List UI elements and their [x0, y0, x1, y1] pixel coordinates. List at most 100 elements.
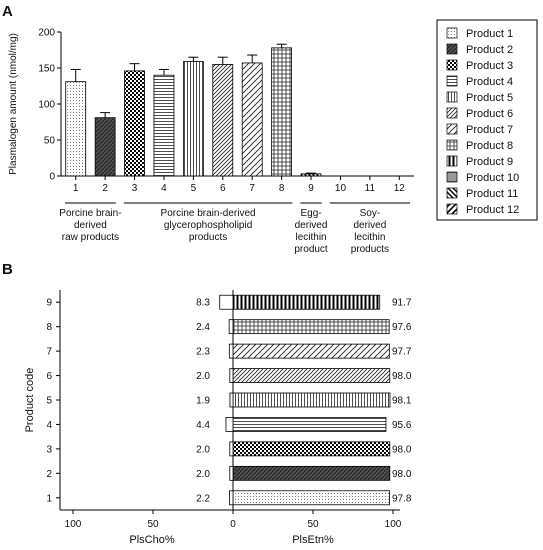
legend-swatch [446, 123, 458, 135]
bar-chart-b: 100 50 0 50 100 PlsCho% PlsEtn% Product code 1 97… [24, 290, 412, 546]
group-label: derived [295, 220, 328, 231]
legend-entry: Product 4 [466, 76, 513, 88]
legend-entry: Product 6 [466, 108, 513, 120]
bar-product-9 [300, 173, 322, 177]
y-tick-label: 50 [44, 136, 56, 147]
x-tick-label: 11 [365, 183, 376, 194]
y-tick-label: 200 [38, 28, 55, 39]
legend-swatch [446, 59, 458, 71]
legend-entry: Product 3 [466, 60, 513, 72]
plscho-bar-5 [229, 392, 234, 408]
y-tick-label: 0 [49, 172, 55, 183]
plscho-value-label: 8.3 [196, 298, 210, 309]
legend-swatch [446, 139, 458, 151]
group-label: lecithin [295, 232, 326, 243]
bar-product-4 [153, 74, 175, 177]
panel-b-label: B [2, 261, 13, 278]
y-tick-label: 2 [46, 469, 52, 480]
plscho-value-label: 1.9 [196, 396, 210, 407]
y-axis-title: Product code [24, 368, 36, 433]
plscho-bar-2 [229, 465, 234, 481]
plscho-bar-3 [229, 441, 234, 457]
bar-product-7 [241, 62, 263, 177]
x-tick-label: 10 [335, 183, 347, 194]
legend-entry: Product 11 [466, 188, 518, 200]
plsetn-bar-9 [232, 294, 381, 310]
plsetn-value-label: 91.7 [392, 298, 412, 309]
plsetn-value-label: 98.0 [392, 444, 412, 455]
group-label: Porcine brain- [59, 208, 121, 219]
x-tick-label: 0 [230, 519, 236, 530]
group-label: Egg- [300, 208, 321, 219]
y-tick-label: 8 [46, 322, 52, 333]
legend-swatch [446, 43, 458, 55]
bar-product-8 [271, 47, 293, 177]
bar-product-2 [94, 117, 116, 177]
plsetn-value-label: 97.6 [392, 322, 412, 333]
x-tick-label: 100 [385, 519, 402, 530]
plsetn-bar-7 [232, 343, 390, 359]
plscho-value-label: 2.3 [196, 347, 210, 358]
plscho-bar-1 [229, 490, 234, 506]
plsetn-bar-2 [232, 465, 391, 481]
plscho-bar-7 [228, 343, 234, 359]
x-tick-label: 100 [65, 519, 82, 530]
plscho-value-label: 4.4 [196, 420, 210, 431]
group-label: product [294, 244, 328, 255]
x-tick-label: 7 [249, 183, 255, 194]
y-axis-title: Plasmalogen amount (nmol/mg) [8, 33, 19, 175]
legend-entry: Product 8 [466, 140, 513, 152]
plscho-bar-9 [219, 294, 234, 310]
legend-swatch [446, 107, 458, 119]
plscho-bar-8 [228, 319, 234, 335]
plscho-bar-6 [229, 368, 234, 383]
plsetn-bar-4 [232, 417, 387, 432]
plscho-value-label: 2.2 [196, 493, 210, 504]
x-tick-label: 50 [307, 519, 319, 530]
x-tick-label: 8 [279, 183, 285, 194]
group-label: raw products [62, 232, 119, 243]
bar-product-3 [124, 70, 145, 177]
plsetn-value-label: 95.6 [392, 420, 412, 431]
x-tick-label: 12 [394, 183, 406, 194]
legend-entry: Product 5 [466, 92, 513, 104]
legend-entry: Product 9 [466, 156, 513, 168]
plscho-value-label: 2.4 [196, 322, 210, 333]
group-label: products [189, 232, 227, 243]
bar-product-5 [182, 61, 204, 177]
y-tick-label: 4 [46, 420, 52, 431]
plscho-value-label: 2.0 [196, 371, 210, 382]
plsetn-bar-3 [232, 441, 391, 457]
y-tick-label: 9 [46, 298, 52, 309]
plsetn-value-label: 98.0 [392, 371, 412, 382]
x-tick-label: 9 [308, 183, 314, 194]
legend-swatch [446, 187, 458, 199]
y-tick-label: 100 [38, 100, 55, 111]
group-label: lecithin [354, 232, 385, 243]
x-tick-label: 4 [161, 183, 167, 194]
group-label: glycerophospholipid [164, 220, 252, 231]
x-tick-label: 2 [102, 183, 108, 194]
x-axis-title-left: PlsCho% [129, 534, 174, 546]
plscho-bar-4 [225, 417, 234, 432]
x-tick-label: 6 [220, 183, 226, 194]
plscho-value-label: 2.0 [196, 444, 210, 455]
plsetn-bar-6 [232, 368, 391, 383]
plsetn-bar-1 [232, 490, 390, 506]
bar-product-6 [212, 64, 234, 177]
legend-swatch [446, 91, 458, 103]
x-tick-label: 50 [147, 519, 159, 530]
group-label: derived [353, 220, 386, 231]
plscho-value-label: 2.0 [196, 469, 210, 480]
plsetn-value-label: 98.0 [392, 469, 412, 480]
legend-swatch [446, 27, 458, 39]
plsetn-bar-5 [232, 392, 391, 408]
x-tick-label: 5 [191, 183, 197, 194]
y-tick-label: 5 [46, 396, 52, 407]
x-tick-label: 3 [132, 183, 138, 194]
x-axis-title-right: PlsEtn% [292, 534, 334, 546]
y-tick-label: 150 [38, 64, 55, 75]
y-tick-label: 1 [46, 493, 52, 504]
group-label: derived [74, 220, 107, 231]
